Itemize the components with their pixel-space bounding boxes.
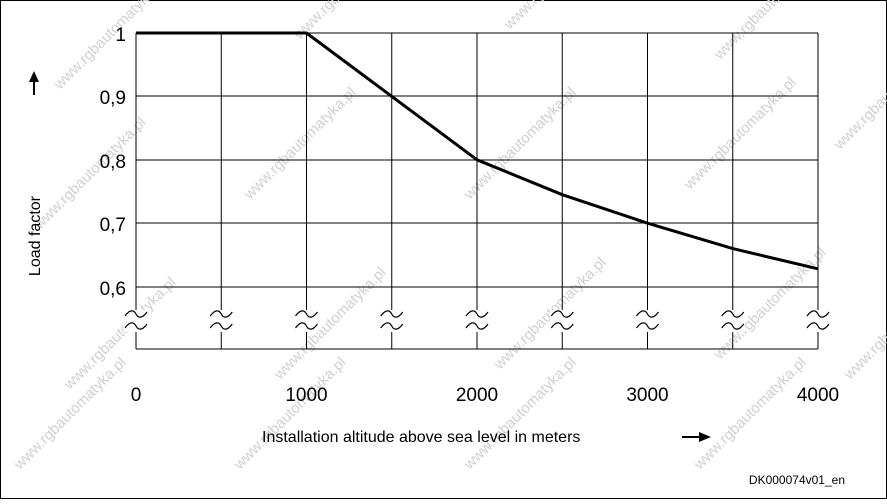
axis-break-mark (806, 322, 830, 330)
plot-area (136, 31, 819, 271)
axis-break-mark (550, 322, 574, 330)
x-axis-label: Installation altitude above sea level in… (262, 429, 580, 446)
axis-break-mark (209, 322, 233, 330)
x-tick-label: 1000 (285, 385, 327, 406)
axis-break-mark (124, 310, 148, 318)
axis-break-mark (295, 322, 318, 330)
axis-break-mask (720, 310, 745, 332)
y-tick-label: 0,8 (100, 152, 126, 173)
y-tick-label: 1 (115, 25, 126, 46)
axis-break-mark (295, 310, 318, 318)
axis-break-mark (380, 310, 404, 318)
document-code: DK000074v01_en (749, 473, 845, 487)
axis-break-marks (124, 310, 830, 332)
x-tick-label: 2000 (456, 385, 498, 406)
axis-break-mask (379, 310, 404, 332)
y-tick-label: 0,9 (100, 88, 126, 109)
axis-break-mask (806, 310, 830, 332)
y-axis-label: Load factor (27, 195, 44, 276)
axis-break-mask (635, 310, 660, 332)
y-tick-label: 0,6 (100, 279, 126, 300)
x-tick-label: 0 (131, 385, 142, 406)
x-axis-arrow-icon (682, 432, 711, 442)
axis-break-mask (124, 310, 148, 332)
series-line (136, 31, 819, 271)
y-tick-label: 0,7 (100, 215, 126, 236)
axis-break-mask (465, 310, 489, 332)
axis-break-mark (465, 322, 489, 330)
axis-break-mark (721, 310, 745, 318)
axis-break-mask (550, 310, 575, 332)
axis-break-mark (806, 310, 830, 318)
axis-break-mark (465, 310, 489, 318)
axis-break-mask (209, 310, 234, 332)
axis-break-mark (550, 310, 574, 318)
x-tick-label: 3000 (626, 385, 668, 406)
axis-break-mark (636, 310, 659, 318)
y-tick-labels: 1 0,9 0,8 0,7 0,6 (100, 25, 126, 300)
x-tick-label: 4000 (797, 385, 839, 406)
axis-break-mask (294, 310, 319, 332)
axis-break-mark (380, 322, 404, 330)
axis-break-mark (209, 310, 233, 318)
x-tick-labels: 0 1000 2000 3000 4000 (131, 385, 839, 406)
y-axis-arrow-icon (29, 71, 39, 95)
axis-break-mark (721, 322, 745, 330)
axis-break-mark (124, 322, 148, 330)
axis-break-mark (636, 322, 659, 330)
